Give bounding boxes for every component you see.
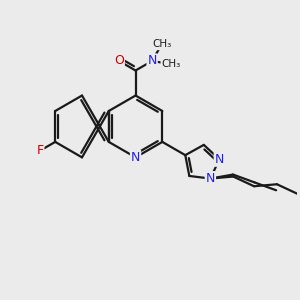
Text: F: F xyxy=(36,144,43,157)
Text: CH₃: CH₃ xyxy=(161,59,181,69)
Text: N: N xyxy=(214,153,224,166)
Text: O: O xyxy=(114,54,124,68)
Text: N: N xyxy=(147,54,157,68)
Text: N: N xyxy=(131,151,140,164)
Text: N: N xyxy=(206,172,215,185)
Text: CH₃: CH₃ xyxy=(152,39,171,50)
